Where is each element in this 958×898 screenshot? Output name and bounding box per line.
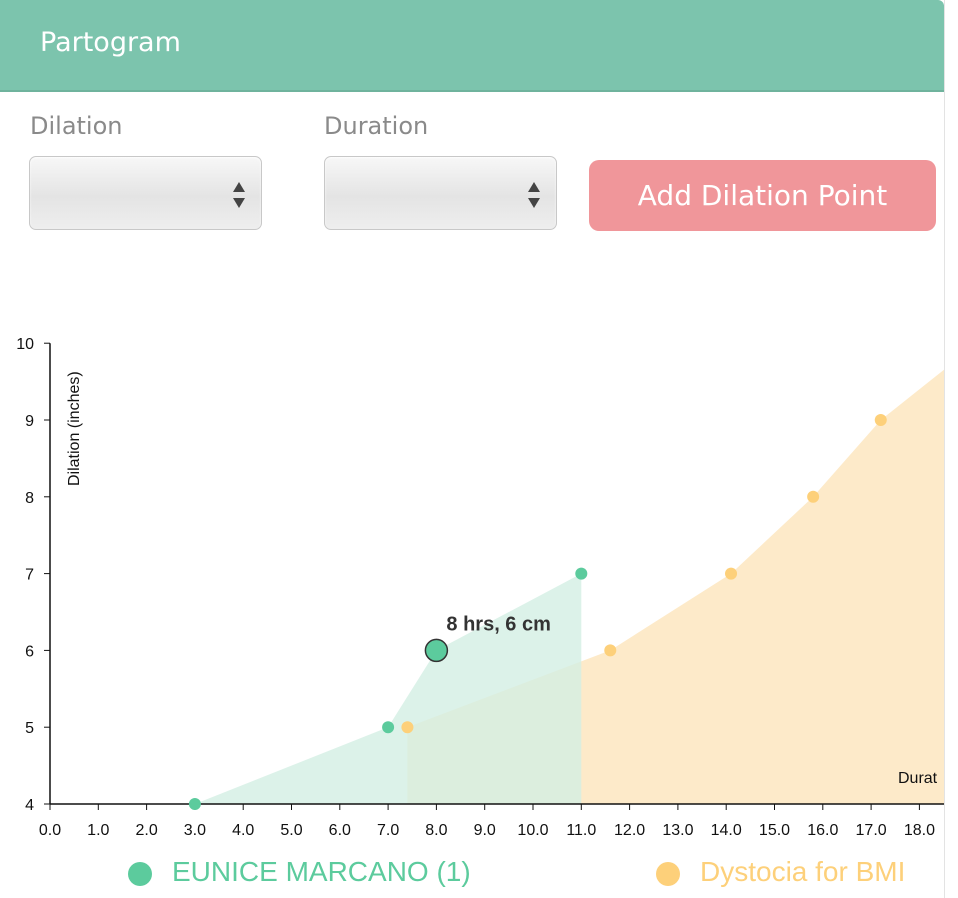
data-point-dystocia: [807, 490, 820, 503]
x-tick-label: 0.0: [39, 822, 61, 839]
x-tick-label: 14.0: [711, 822, 742, 839]
x-tick-label: 3.0: [184, 822, 206, 839]
x-tick-label: 17.0: [856, 822, 887, 839]
legend-dot-patient: [128, 862, 152, 886]
select-arrows-icon: [233, 182, 245, 208]
y-axis-title: Dilation (inches): [66, 371, 83, 486]
x-tick-label: 2.0: [135, 822, 157, 839]
x-tick-label: 13.0: [662, 822, 693, 839]
duration-select[interactable]: [324, 156, 557, 230]
x-tick-label: 4.0: [232, 822, 254, 839]
add-dilation-point-button[interactable]: Add Dilation Point: [589, 160, 936, 231]
panel-header: Partogram: [0, 0, 944, 92]
select-arrows-icon: [528, 182, 540, 208]
data-point-patient: [382, 721, 395, 734]
partogram-chart: 0.0 1.0 2.0 3.0 4.0 5.0 6.0 7.0 8.0 9.0 10.0 11.0 12…: [0, 320, 944, 898]
series-area-patient: [194, 573, 582, 804]
x-tick-label: 1.0: [87, 822, 109, 839]
x-tick-label: 6.0: [329, 822, 351, 839]
y-tick-label: 9: [25, 413, 34, 430]
legend-dot-dystocia: [656, 862, 680, 886]
x-tick-label: 16.0: [807, 822, 838, 839]
duration-label: Duration: [324, 112, 429, 140]
legend-label-dystocia: Dystocia for BMI: [700, 856, 906, 887]
data-point-dystocia: [401, 721, 414, 734]
x-tick-label: 12.0: [614, 822, 645, 839]
x-tick-label: 15.0: [759, 822, 790, 839]
x-tick-label: 10.0: [517, 822, 548, 839]
data-point-dystocia: [725, 567, 738, 580]
y-tick-label: 10: [16, 336, 34, 353]
x-tick-label: 8.0: [425, 822, 447, 839]
y-tick-label: 5: [25, 720, 34, 737]
y-tick-label: 6: [25, 643, 34, 660]
x-tick-label: 9.0: [474, 822, 496, 839]
panel-title: Partogram: [40, 27, 181, 58]
x-tick-label: 7.0: [377, 822, 399, 839]
y-tick-label: 8: [25, 490, 34, 507]
y-tick-label: 4: [25, 797, 34, 814]
point-annotation: 8 hrs, 6 cm: [446, 613, 551, 635]
dilation-select[interactable]: [29, 156, 262, 230]
x-tick-label: 11.0: [566, 822, 596, 839]
data-point-patient-highlight: [424, 638, 449, 663]
x-tick-label: 5.0: [280, 822, 302, 839]
chart-svg: 0.0 1.0 2.0 3.0 4.0 5.0 6.0 7.0 8.0 9.0 10.0 11.0 12…: [16, 336, 944, 839]
legend-label-patient: EUNICE MARCANO (1): [172, 856, 471, 887]
data-point-patient: [188, 798, 201, 810]
data-point-patient: [575, 567, 588, 580]
data-point-dystocia: [604, 644, 617, 657]
data-point-dystocia: [874, 414, 887, 426]
dilation-label: Dilation: [30, 112, 123, 140]
y-tick-label: 7: [25, 567, 34, 584]
x-tick-label: 18.0: [904, 822, 935, 839]
x-axis-title: Durat: [898, 770, 938, 787]
